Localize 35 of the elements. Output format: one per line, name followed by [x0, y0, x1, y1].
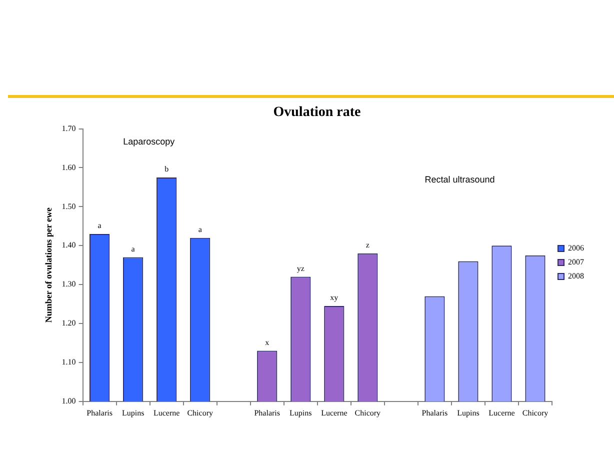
data-label: b — [164, 164, 169, 174]
data-label: z — [366, 240, 370, 250]
annotation: Rectal ultrasound — [424, 174, 495, 184]
y-tick-label: 1.00 — [62, 396, 76, 406]
y-axis-title: Number of ovulations per ewe — [44, 208, 54, 323]
y-tick-label: 1.70 — [62, 124, 76, 133]
data-label: a — [98, 221, 102, 230]
x-tick-label: Chicory — [187, 408, 213, 418]
y-tick-label: 1.40 — [62, 240, 76, 250]
x-tick-label: Lupins — [122, 408, 144, 418]
legend-label: 2006 — [568, 244, 584, 253]
chart-title: Ovulation rate — [273, 105, 361, 120]
x-tick-label: Chicory — [354, 408, 381, 418]
x-tick-label: Lupins — [457, 408, 480, 418]
x-tick-label: Lucerne — [153, 408, 180, 418]
y-tick-label: 1.50 — [62, 202, 76, 211]
y-tick-label: 1.10 — [62, 358, 76, 367]
legend-label: 2008 — [568, 272, 584, 281]
x-tick-label: Lupins — [290, 408, 312, 418]
y-tick-label: 1.20 — [62, 318, 76, 328]
y-tick-label: 1.30 — [62, 280, 76, 289]
x-tick-label: Phalaris — [86, 408, 112, 418]
x-tick-label: Phalaris — [422, 408, 448, 418]
x-tick-label: Phalaris — [254, 408, 280, 418]
data-label: xy — [330, 293, 338, 302]
data-label: a — [198, 224, 202, 234]
x-tick-label: Chicory — [522, 408, 548, 418]
x-tick-label: Lucerne — [321, 408, 348, 418]
data-label: yz — [296, 264, 305, 273]
legend-label: 2007 — [568, 258, 584, 267]
data-label: x — [265, 338, 270, 347]
y-tick-label: 1.60 — [62, 162, 76, 172]
x-tick-label: Lucerne — [488, 408, 516, 418]
data-label: a — [131, 244, 136, 254]
annotation: Laparoscopy — [123, 136, 176, 146]
